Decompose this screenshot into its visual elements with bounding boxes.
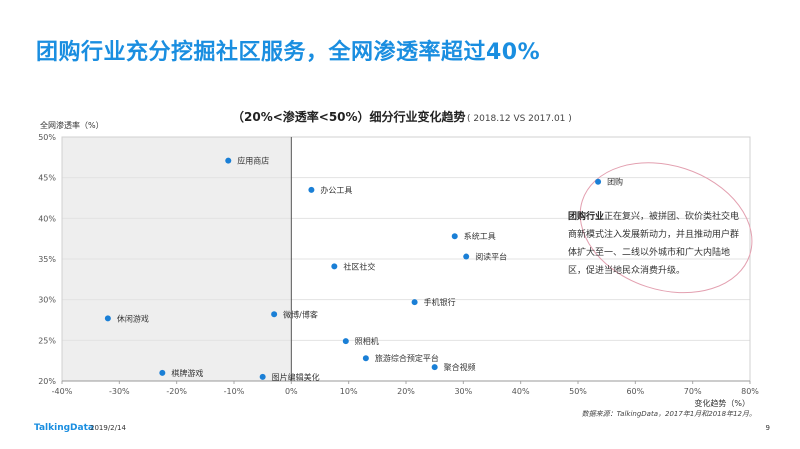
callout-bold: 团购行业 — [568, 212, 605, 222]
x-tick-label: -20% — [166, 387, 187, 396]
data-point — [411, 299, 418, 306]
y-axis-label: 全网渗透率（%） — [40, 120, 104, 130]
data-label: 照相机 — [355, 336, 379, 346]
brand-logo: TalkingData — [34, 423, 94, 433]
data-label: 棋牌游戏 — [171, 368, 203, 378]
data-point — [104, 315, 111, 322]
y-tick-label: 25% — [38, 336, 56, 345]
x-tick-label: -10% — [224, 387, 245, 396]
data-point — [463, 253, 470, 260]
x-tick-label: 60% — [626, 387, 644, 396]
x-tick-label: 50% — [569, 387, 587, 396]
x-tick-label: 10% — [340, 387, 358, 396]
data-label: 应用商店 — [237, 156, 269, 166]
y-tick-label: 20% — [38, 377, 56, 386]
x-tick-label: 30% — [454, 387, 472, 396]
footer-date: 2019/2/14 — [90, 424, 126, 432]
data-label: 团购 — [607, 177, 623, 187]
page-title: 团购行业充分挖掘社区服务，全网渗透率超过40% — [36, 40, 541, 65]
data-point — [259, 373, 266, 380]
data-point — [431, 364, 438, 371]
data-label: 系统工具 — [464, 231, 496, 241]
data-label: 阅读平台 — [475, 252, 507, 262]
data-label: 旅游综合预定平台 — [375, 353, 439, 363]
data-label: 微博/博客 — [283, 309, 318, 319]
y-tick-label: 30% — [38, 296, 56, 305]
highlight-ellipse — [579, 162, 753, 294]
y-tick-label: 45% — [38, 174, 56, 183]
x-tick-label: 70% — [684, 387, 702, 396]
chart-subtitle: ( 2018.12 VS 2017.01 ) — [467, 114, 572, 124]
data-label: 社区社交 — [343, 261, 375, 271]
x-axis-label: 变化趋势（%） — [694, 398, 750, 408]
data-point — [342, 338, 349, 345]
x-tick-label: -40% — [52, 387, 73, 396]
data-point — [308, 186, 315, 193]
x-tick-label: 20% — [397, 387, 415, 396]
y-tick-label: 35% — [38, 255, 56, 264]
data-point — [595, 178, 602, 185]
x-tick-label: 80% — [741, 387, 759, 396]
source-note: 数据来源：TalkingData，2017年1月和2018年12月。 — [581, 410, 756, 418]
callout-body: 正在复兴，被拼团、砍价类社交电商新模式注入发展新动力，并且推动用户群体扩大至一、… — [568, 212, 740, 276]
data-label: 办公工具 — [320, 185, 352, 195]
data-point — [451, 233, 458, 240]
data-label: 休闲游戏 — [117, 313, 149, 323]
data-point — [271, 311, 278, 318]
callout-text: 团购行业正在复兴，被拼团、砍价类社交电商新模式注入发展新动力，并且推动用户群体扩… — [568, 208, 740, 280]
data-label: 聚合视频 — [444, 362, 476, 372]
data-point — [331, 263, 338, 270]
data-point — [225, 157, 232, 164]
chart-title: （20%<渗透率<50%）细分行业变化趋势 — [232, 109, 466, 124]
x-tick-label: -30% — [109, 387, 130, 396]
data-point — [362, 355, 369, 362]
y-tick-label: 40% — [38, 214, 56, 223]
x-tick-label: 0% — [285, 387, 298, 396]
y-tick-label: 50% — [38, 133, 56, 142]
data-label: 手机银行 — [424, 297, 456, 307]
data-label: 图片编辑美化 — [272, 372, 320, 382]
page-number: 9 — [765, 424, 770, 432]
x-tick-label: 40% — [512, 387, 530, 396]
data-point — [159, 369, 166, 376]
